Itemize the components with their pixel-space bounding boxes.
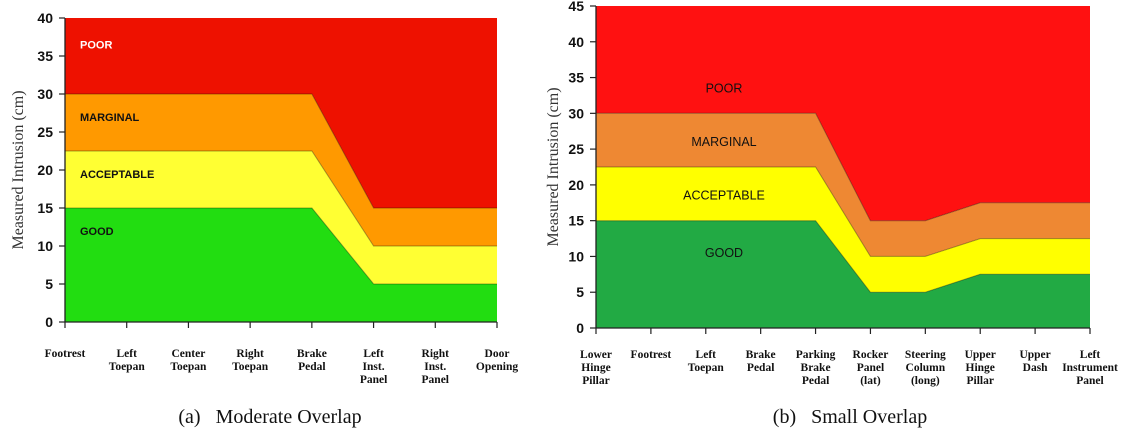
y-tick-label: 5 bbox=[576, 284, 584, 300]
x-tick-label: Left Instrument Panel bbox=[1062, 349, 1118, 387]
y-tick-label: 5 bbox=[45, 276, 53, 292]
y-tick-label: 25 bbox=[37, 124, 53, 140]
boundary-line-good bbox=[65, 207, 497, 285]
x-tick-label: Brake Pedal bbox=[746, 349, 776, 374]
x-tick-label: Brake Pedal bbox=[297, 348, 327, 373]
y-tick-label: 30 bbox=[568, 105, 584, 121]
y-tick-label: 0 bbox=[576, 320, 584, 336]
y-tick-label: 15 bbox=[568, 213, 584, 229]
x-tick-label: Parking Brake Pedal bbox=[796, 349, 836, 387]
x-tick-label: Lower Hinge Pillar bbox=[580, 349, 612, 387]
band-poor bbox=[65, 18, 497, 208]
band-acceptable bbox=[596, 167, 1090, 293]
chart-moderate-overlap: 0 5 10 15 20 25 30 35 40 Measured Intrusion (cm) F… bbox=[10, 10, 518, 386]
band-label-poor: POOR bbox=[706, 81, 743, 95]
x-tick-label: Left Toepan bbox=[688, 349, 725, 374]
boundary-line-marginal bbox=[65, 93, 497, 209]
y-tick-label: 10 bbox=[37, 238, 53, 254]
x-tick-label: Right Inst. Panel bbox=[422, 348, 450, 386]
y-tick-label: 30 bbox=[37, 86, 53, 102]
x-tick-label: Rocker Panel (lat) bbox=[853, 349, 889, 387]
y-tick-label: 20 bbox=[568, 177, 584, 193]
x-tick-label: Upper Dash bbox=[1019, 349, 1050, 374]
y-tick-label: 35 bbox=[37, 48, 53, 64]
y-tick-label: 15 bbox=[37, 200, 53, 216]
band-label-good: GOOD bbox=[80, 226, 114, 238]
band-marginal bbox=[65, 94, 497, 246]
boundary-line-acceptable bbox=[596, 166, 1090, 257]
x-tick-label: Steering Column (long) bbox=[905, 349, 946, 387]
y-tick-label: 40 bbox=[37, 10, 53, 26]
band-label-acceptable: ACCEPTABLE bbox=[80, 169, 154, 181]
band-good bbox=[596, 220, 1090, 328]
caption-small-overlap: (b) Small Overlap bbox=[773, 406, 927, 428]
band-label-good: GOOD bbox=[705, 246, 743, 260]
y-axis-label: Measured Intrusion (cm) bbox=[545, 87, 562, 246]
boundary-line-acceptable bbox=[65, 150, 497, 247]
band-label-marginal: MARGINAL bbox=[80, 112, 140, 124]
band-good bbox=[65, 208, 497, 322]
band-poor bbox=[596, 6, 1090, 221]
x-tick-label: Upper Hinge Pillar bbox=[965, 349, 996, 387]
x-tick-label: Center Toepan bbox=[170, 348, 207, 373]
y-tick-label: 45 bbox=[568, 0, 584, 14]
caption-moderate-overlap: (a) Moderate Overlap bbox=[178, 406, 361, 428]
x-tick-label: Left Inst. Panel bbox=[360, 348, 387, 386]
y-tick-label: 25 bbox=[568, 141, 584, 157]
band-marginal bbox=[596, 113, 1090, 257]
x-tick-label: Door Opening bbox=[476, 348, 518, 373]
band-label-marginal: MARGINAL bbox=[691, 135, 756, 149]
x-tick-label: Right Toepan bbox=[232, 348, 269, 373]
band-label-poor: POOR bbox=[80, 40, 112, 52]
boundary-line-good bbox=[596, 220, 1090, 293]
y-tick-label: 20 bbox=[37, 162, 53, 178]
chart-small-overlap: 0 5 10 15 20 25 30 35 40 45 Measured Intrusion (cm… bbox=[545, 0, 1118, 387]
x-tick-label: Footrest bbox=[631, 349, 672, 361]
y-tick-label: 40 bbox=[568, 34, 584, 50]
y-axis-label: Measured Intrusion (cm) bbox=[10, 90, 27, 249]
band-acceptable bbox=[65, 151, 497, 284]
y-tick-label: 10 bbox=[568, 248, 584, 264]
boundary-line-marginal bbox=[596, 112, 1090, 222]
y-tick-label: 35 bbox=[568, 70, 584, 86]
x-tick-label: Left Toepan bbox=[109, 348, 146, 373]
x-tick-label: Footrest bbox=[45, 348, 86, 360]
y-tick-label: 0 bbox=[45, 314, 53, 330]
band-label-acceptable: ACCEPTABLE bbox=[683, 189, 765, 203]
